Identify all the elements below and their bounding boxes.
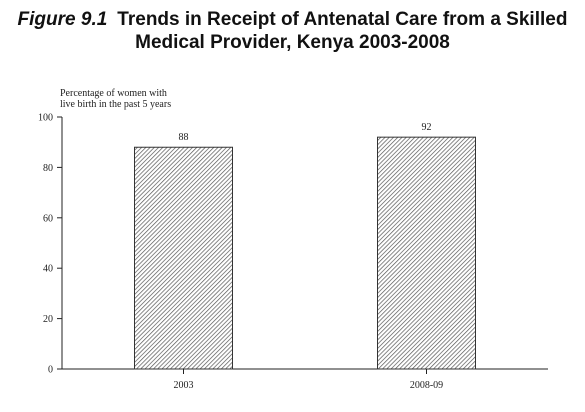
y-axis-title-line-1: Percentage of women with (60, 88, 167, 99)
bar-2003 (134, 146, 233, 370)
y-tick-label: 60 (43, 213, 53, 224)
figure-number: Figure 9.1 (17, 9, 108, 30)
chart-title: Figure 9.1 Trends in Receipt of Antenatal… (0, 8, 585, 54)
bars: 88 2003 92 2008-09 (134, 122, 476, 391)
y-tick-label: 40 (43, 264, 53, 275)
y-tick-label: 0 (48, 365, 53, 376)
data-label: 88 (179, 132, 189, 143)
y-axis-title-line-2: live birth in the past 5 years (60, 99, 171, 110)
y-tick-label: 100 (38, 113, 53, 124)
y-tick-label: 80 (43, 163, 53, 174)
title-line-1: Trends in Receipt of Antenatal Care from… (117, 9, 568, 30)
data-label: 92 (422, 122, 432, 133)
x-tick-label: 2003 (174, 380, 194, 391)
bar-2008-09 (377, 136, 476, 370)
x-tick-label: 2008-09 (410, 380, 443, 391)
y-tick-label: 20 (43, 314, 53, 325)
title-line-2: Medical Provider, Kenya 2003-2008 (135, 32, 450, 53)
